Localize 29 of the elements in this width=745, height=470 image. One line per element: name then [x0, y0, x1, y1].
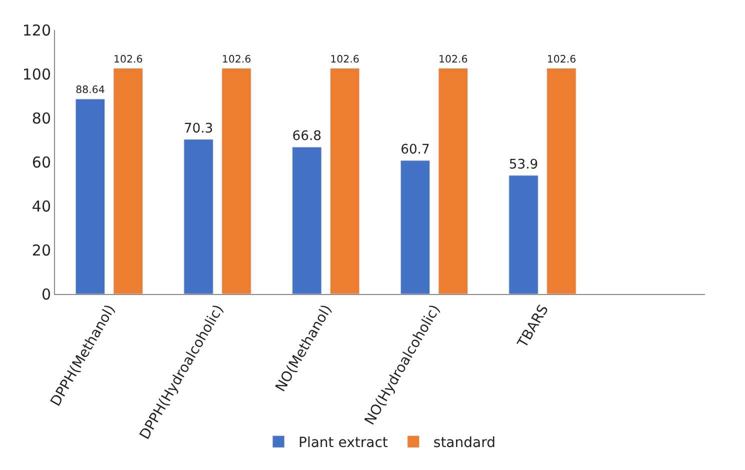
data-label: 102.6	[438, 54, 468, 66]
y-tick-label: 20	[32, 241, 51, 260]
legend-label: standard	[433, 435, 496, 452]
y-tick-label: 0	[41, 285, 51, 304]
y-tick-label: 100	[22, 65, 51, 84]
y-tick-label: 80	[32, 109, 51, 128]
data-label: 60.7	[400, 142, 430, 158]
y-tick-label: 120	[22, 21, 51, 40]
bar	[508, 175, 538, 294]
data-label: 70.3	[184, 121, 214, 136]
y-tick-label: 60	[32, 153, 51, 172]
data-label: 88.64	[76, 84, 105, 96]
data-label: 102.6	[330, 54, 360, 66]
bar	[75, 98, 106, 294]
bar	[113, 68, 143, 294]
data-label: 102.6	[222, 54, 252, 66]
bar	[292, 146, 322, 294]
legend-label: Plant extract	[298, 435, 388, 452]
bar	[438, 68, 468, 294]
data-label: 66.8	[292, 129, 322, 144]
bar	[330, 68, 360, 294]
data-label: 102.6	[114, 54, 143, 66]
bar	[184, 139, 214, 294]
data-label: 53.9	[508, 158, 538, 173]
bar	[222, 68, 252, 294]
bar	[400, 160, 430, 294]
y-tick-label: 40	[32, 197, 51, 216]
data-label: 102.6	[546, 54, 576, 66]
bar	[546, 68, 576, 294]
